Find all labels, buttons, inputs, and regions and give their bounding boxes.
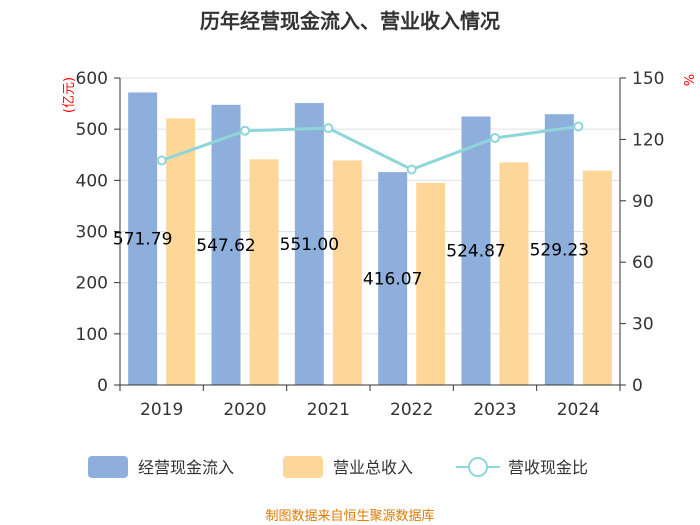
bar-data-label: 551.00 — [280, 235, 339, 255]
bar-labels-layer: 571.79 547.62 551.00 416.07 524.87 529.23 — [113, 230, 589, 290]
bar-cash-inflow — [294, 103, 324, 386]
ratio-point — [240, 125, 250, 136]
bars-layer — [128, 92, 612, 386]
bar-revenue — [249, 159, 279, 385]
right-tick-label: 120 — [632, 130, 664, 150]
bar-revenue — [416, 182, 446, 385]
ratio-point — [406, 164, 417, 175]
axes-layer: 0 100 200 300 400 500 600 0 30 60 90 120 150 2019 2020… — [76, 69, 665, 420]
bar-cash-inflow — [461, 116, 491, 385]
line-layer — [156, 121, 584, 175]
bar-revenue — [582, 170, 612, 385]
bar-data-label: 416.07 — [363, 270, 422, 290]
bar-cash-inflow — [378, 172, 408, 385]
bar-revenue — [332, 160, 362, 385]
legend: 经营现金流入 营业总收入 营收现金比 — [88, 456, 588, 478]
source-note: 制图数据来自恒生聚源数据库 — [265, 508, 434, 524]
x-tick-label: 2024 — [557, 400, 600, 420]
ratio-point — [490, 132, 500, 143]
left-tick-label: 600 — [76, 69, 108, 89]
right-tick-label: 60 — [632, 253, 654, 273]
bar-revenue — [499, 162, 529, 385]
bar-cash-inflow — [211, 104, 241, 386]
ratio-line — [161, 125, 579, 172]
right-axis-unit: % — [680, 74, 695, 86]
left-tick-label: 100 — [76, 325, 108, 345]
left-tick-label: 400 — [76, 171, 108, 191]
chart-title: 历年经营现金流入、营业收入情况 — [200, 9, 500, 33]
ratio-point — [323, 123, 334, 134]
left-axis-unit: (亿元) — [62, 77, 77, 113]
left-tick-label: 0 — [97, 376, 108, 396]
left-tick-label: 500 — [76, 120, 108, 140]
bar-cash-inflow — [128, 92, 158, 386]
legend-swatch-cash-inflow — [88, 456, 128, 478]
right-tick-label: 150 — [632, 69, 664, 89]
bar-data-label: 524.87 — [446, 242, 505, 262]
bar-data-label: 529.23 — [530, 241, 589, 261]
legend-swatch-revenue — [283, 456, 323, 478]
left-tick-label: 200 — [76, 274, 108, 294]
legend-label: 营业总收入 — [333, 458, 413, 477]
right-tick-label: 30 — [632, 315, 654, 335]
ratio-point — [573, 121, 584, 132]
legend-label: 营收现金比 — [508, 458, 588, 477]
x-tick-label: 2022 — [390, 400, 433, 420]
bar-cash-inflow — [544, 114, 574, 386]
x-tick-label: 2021 — [307, 400, 350, 420]
x-tick-label: 2020 — [223, 400, 266, 420]
bar-data-label: 571.79 — [113, 230, 172, 250]
right-tick-label: 0 — [632, 376, 643, 396]
x-tick-label: 2019 — [140, 400, 183, 420]
left-tick-label: 300 — [76, 223, 108, 243]
right-tick-label: 90 — [632, 192, 654, 212]
bar-data-label: 547.62 — [196, 236, 255, 256]
x-tick-label: 2023 — [473, 400, 516, 420]
bar-revenue — [166, 118, 196, 386]
legend-label: 经营现金流入 — [138, 458, 234, 477]
ratio-point — [156, 155, 167, 166]
legend-swatch-marker — [468, 457, 488, 477]
